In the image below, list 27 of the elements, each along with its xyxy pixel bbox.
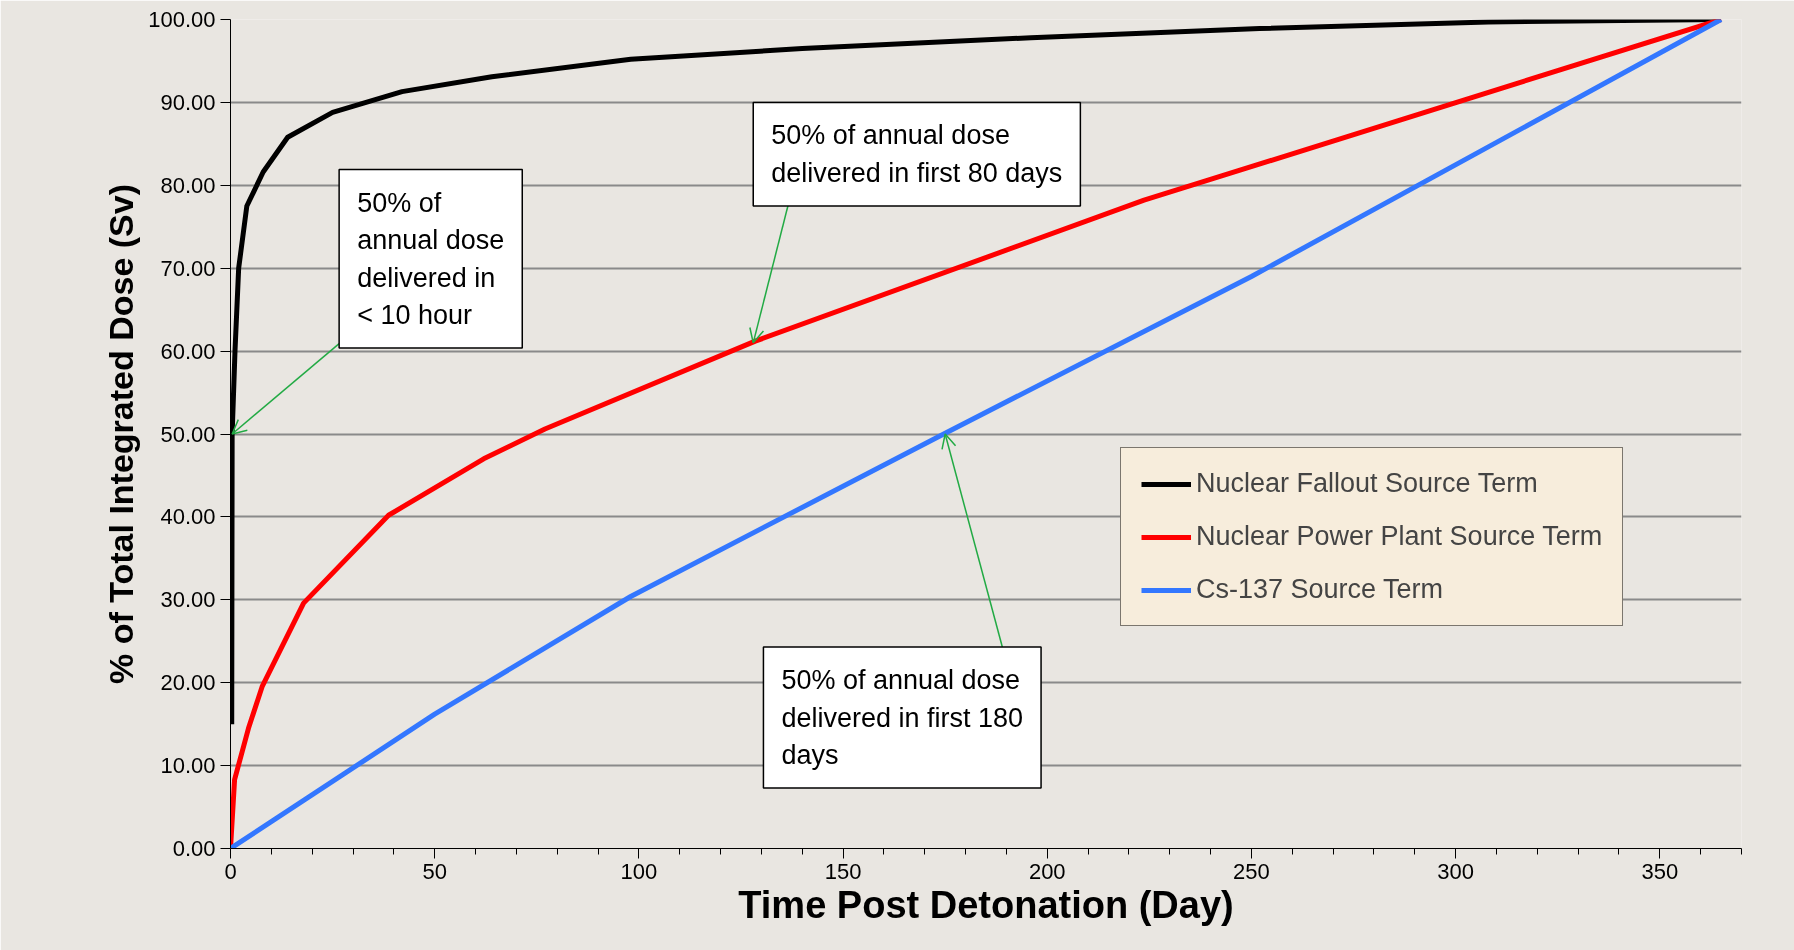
annotation: 50% of annual dose delivered in first 80 days: [771, 120, 1063, 188]
x-tick-label: 300: [1437, 858, 1474, 884]
legend-label: Cs-137 Source Term: [1196, 574, 1444, 605]
y-tick-label: 90.00: [160, 89, 216, 115]
y-tick-label: 50.00: [160, 421, 216, 447]
annotation: 50% of annual dose delivered in < 10 hour: [357, 187, 505, 331]
y-tick-label: 100.00: [148, 7, 216, 32]
x-axis-title: Time Post Detonation (Day): [738, 883, 1234, 926]
legend-label: Nuclear Fallout Source Term: [1196, 468, 1538, 499]
x-tick-label: 200: [1028, 858, 1066, 884]
y-tick-label: 0.00: [172, 836, 216, 861]
y-tick-label: 30.00: [160, 587, 216, 613]
y-tick-label: 60.00: [160, 338, 216, 364]
annotation: 50% of annual dose delivered in first 180 days: [781, 665, 1024, 771]
legend-label: Nuclear Power Plant Source Term: [1196, 521, 1603, 552]
y-tick-label: 40.00: [160, 504, 216, 530]
y-tick-label: 20.00: [160, 670, 216, 696]
x-tick-label: 100: [620, 858, 658, 884]
x-tick-label: 0: [224, 858, 237, 884]
y-tick-label: 80.00: [160, 172, 216, 198]
y-axis-title: % of Total Integrated Dose (Sv): [102, 184, 141, 684]
y-tick-label: 10.00: [160, 753, 216, 779]
y-tick-label: 70.00: [160, 255, 216, 281]
x-tick-label: 150: [824, 858, 862, 884]
x-tick-label: 50: [422, 858, 447, 884]
x-tick-label: 350: [1641, 858, 1679, 884]
x-tick-label: 250: [1233, 858, 1270, 884]
